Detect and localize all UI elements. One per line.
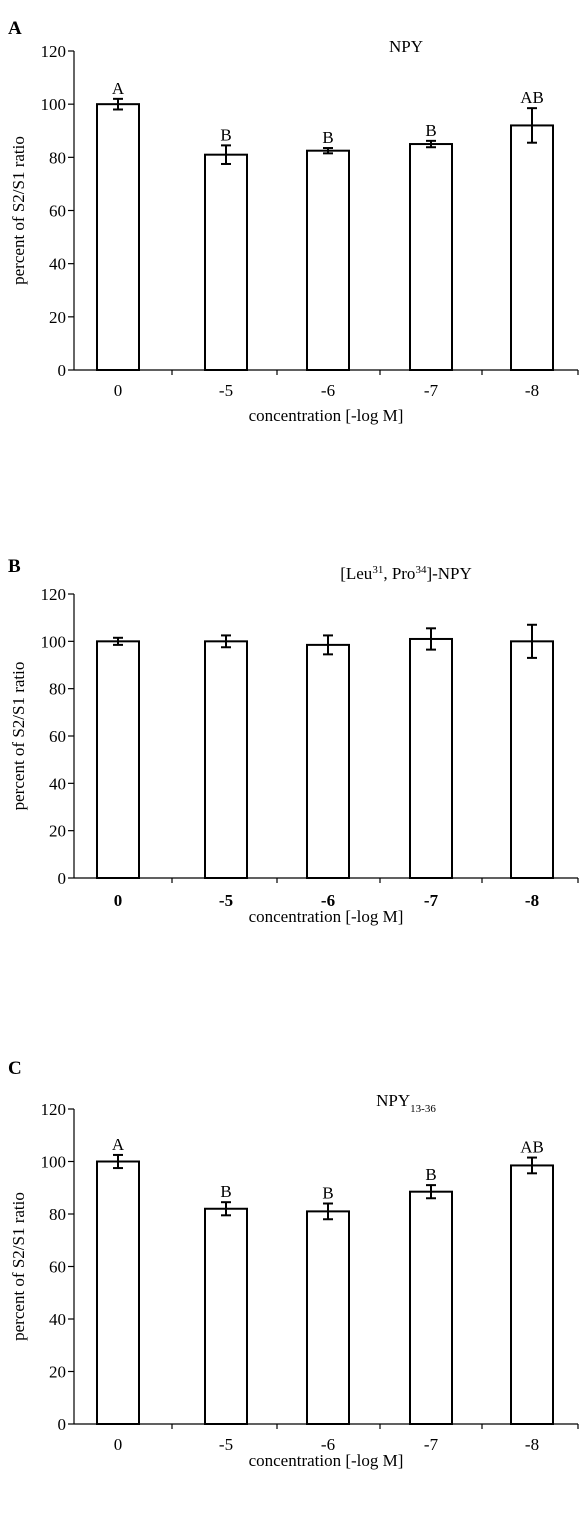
chart-title: [Leu31, Pro34]-NPY <box>340 564 472 583</box>
y-tick-label: 120 <box>41 585 67 604</box>
bar <box>96 640 140 879</box>
y-tick-label: 20 <box>49 822 66 841</box>
y-axis-label: percent of S2/S1 ratio <box>9 662 28 811</box>
significance-label: AB <box>520 88 544 107</box>
x-category-label: -8 <box>525 381 539 400</box>
x-category-label: -7 <box>424 891 439 910</box>
y-tick-label: 60 <box>49 727 66 746</box>
chart-title-part: [Leu <box>340 564 373 583</box>
significance-label: AB <box>520 1138 544 1157</box>
bar <box>510 640 554 879</box>
y-tick-label: 120 <box>41 42 67 61</box>
x-category-label: 0 <box>114 381 123 400</box>
x-category-label: 0 <box>114 891 123 910</box>
y-tick-label: 40 <box>49 255 66 274</box>
y-tick-label: 100 <box>41 632 67 651</box>
y-tick-label: 80 <box>49 1205 66 1224</box>
y-tick-label: 0 <box>58 361 67 380</box>
significance-label: A <box>112 79 125 98</box>
chart-title-part: 34 <box>415 564 427 576</box>
x-category-label: -8 <box>525 1435 539 1454</box>
significance-label: B <box>220 1182 231 1201</box>
bar <box>409 637 453 880</box>
y-axis-label: percent of S2/S1 ratio <box>9 136 28 285</box>
bar <box>96 103 140 372</box>
significance-label: B <box>322 128 333 147</box>
panel-letter: A <box>8 18 22 39</box>
x-category-label: -8 <box>525 891 539 910</box>
y-tick-label: 20 <box>49 308 66 327</box>
bar <box>204 640 248 879</box>
bar <box>204 153 248 371</box>
bar <box>510 124 554 371</box>
panel-letter: B <box>8 556 21 577</box>
chart-title-part: NPY <box>376 1091 410 1110</box>
chart-panel-c: C NPY13-36 0 20 40 60 80 100 120 A 0 B -5 B -6 B -7 AB -8 c… <box>8 1058 579 1470</box>
bar <box>306 643 350 880</box>
bar <box>306 1210 350 1425</box>
y-tick-label: 80 <box>49 148 66 167</box>
y-tick-label: 60 <box>49 202 66 221</box>
x-category-label: -5 <box>219 381 233 400</box>
y-tick-label: 120 <box>41 1100 67 1119</box>
y-tick-label: 80 <box>49 680 66 699</box>
significance-label: B <box>322 1184 333 1203</box>
y-tick-label: 100 <box>41 95 67 114</box>
x-category-label: -6 <box>321 891 335 910</box>
x-category-label: 0 <box>114 1435 123 1454</box>
y-tick-label: 100 <box>41 1153 67 1172</box>
bar <box>96 1160 140 1425</box>
chart-title-part: 13-36 <box>410 1103 436 1115</box>
y-tick-label: 60 <box>49 1258 66 1277</box>
y-tick-label: 40 <box>49 1310 66 1329</box>
chart-title: NPY <box>389 37 423 56</box>
chart-title-part: , Pro <box>383 564 415 583</box>
bar <box>409 1190 453 1425</box>
bar <box>409 143 453 371</box>
significance-label: B <box>220 125 231 144</box>
x-category-label: -7 <box>424 381 439 400</box>
chart-title-part: 31 <box>372 564 383 576</box>
panel-letter: C <box>8 1058 22 1079</box>
y-tick-label: 0 <box>58 869 67 888</box>
y-tick-label: 40 <box>49 774 66 793</box>
x-axis-label: concentration [-log M] <box>249 406 404 425</box>
x-axis-label: concentration [-log M] <box>249 907 404 926</box>
chart-panel-a: A NPY 0 20 40 60 80 100 120 A 0 B -5 B -6 B -7 AB -8 concen… <box>8 18 579 425</box>
y-axis-label: percent of S2/S1 ratio <box>9 1192 28 1341</box>
significance-label: A <box>112 1135 125 1154</box>
chart-panel-b: B [Leu31, Pro34]-NPY 0 20 40 60 80 100 120 0 -5 -6 -… <box>8 556 579 926</box>
chart-title-part: ]-NPY <box>426 564 471 583</box>
x-category-label: -6 <box>321 1435 335 1454</box>
bar <box>204 1207 248 1425</box>
y-tick-label: 0 <box>58 1415 67 1434</box>
y-tick-label: 20 <box>49 1363 66 1382</box>
x-axis-label: concentration [-log M] <box>249 1451 404 1470</box>
x-category-label: -5 <box>219 891 233 910</box>
significance-label: B <box>425 121 436 140</box>
x-category-label: -6 <box>321 381 335 400</box>
x-category-label: -5 <box>219 1435 233 1454</box>
bar <box>510 1164 554 1425</box>
significance-label: B <box>425 1165 436 1184</box>
bar <box>306 149 350 371</box>
x-category-label: -7 <box>424 1435 439 1454</box>
chart-title: NPY13-36 <box>376 1091 436 1115</box>
chart-title-part: NPY <box>389 37 423 56</box>
